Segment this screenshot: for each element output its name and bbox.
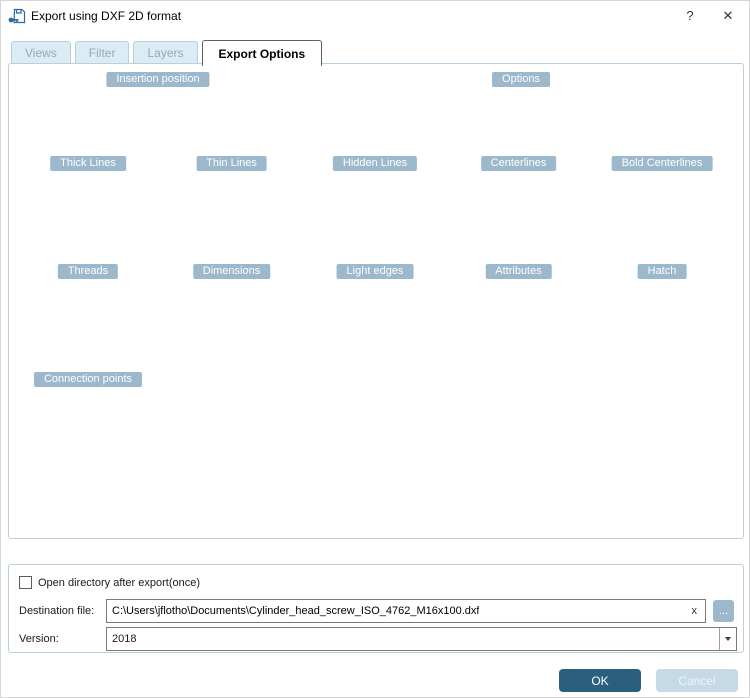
tab-views[interactable]: Views [11, 41, 71, 64]
tab-layers[interactable]: Layers [133, 41, 198, 64]
clear-field-icon[interactable]: x [691, 605, 698, 617]
close-icon[interactable]: ✕ [722, 8, 734, 23]
version-value: 2018 [112, 633, 137, 645]
chevron-down-icon[interactable] [719, 628, 736, 650]
help-button[interactable]: ? [686, 8, 694, 23]
group-title: Options [492, 72, 550, 87]
group-title: Threads [57, 264, 119, 279]
export-options-panel [8, 63, 744, 539]
dialog-title: Export using DXF 2D format [31, 9, 182, 23]
title-bar: Export using DXF 2D format ? ✕ [1, 1, 749, 31]
ok-button[interactable]: OK [559, 669, 641, 692]
open-directory-label: Open directory after export(once) [38, 576, 201, 589]
group-title: Dimensions [192, 264, 271, 279]
group-title: Bold Centerlines [611, 156, 713, 171]
cancel-button[interactable]: Cancel [656, 669, 738, 692]
destination-file-value: C:\Users\jflotho\Documents\Cylinder_head… [112, 605, 480, 617]
group-title: Hatch [637, 264, 687, 279]
group-title: Centerlines [480, 156, 557, 171]
group-title: Hidden Lines [332, 156, 418, 171]
tab-export-options[interactable]: Export Options [201, 40, 323, 66]
version-select[interactable]: 2018 [106, 627, 737, 651]
destination-file-label: Destination file: [19, 605, 95, 617]
open-directory-row: Open directory after export(once) [19, 576, 200, 589]
tab-bar: Views Filter Layers Export Options [11, 39, 326, 66]
export-disk-icon [8, 8, 26, 24]
tab-filter[interactable]: Filter [74, 41, 130, 64]
group-title: Thick Lines [50, 156, 126, 171]
group-title: Insertion position [106, 72, 210, 87]
group-title: Connection points [33, 372, 143, 387]
browse-button[interactable]: ... [713, 600, 734, 622]
open-directory-checkbox[interactable] [19, 576, 32, 589]
group-title: Thin Lines [196, 156, 267, 171]
group-title: Light edges [336, 264, 414, 279]
destination-file-input[interactable]: C:\Users\jflotho\Documents\Cylinder_head… [106, 599, 706, 623]
version-label: Version: [19, 633, 59, 645]
group-title: Attributes [485, 264, 552, 279]
